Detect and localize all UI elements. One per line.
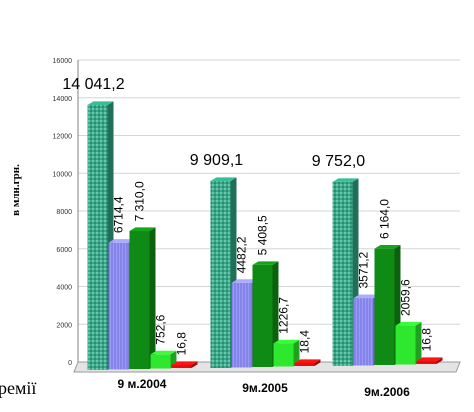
bar-series-3-2 [252,261,279,367]
y-tick-label-1: 2000 [56,322,72,329]
y-tick-label-2: 4000 [56,285,72,292]
bar-series-5-3 [416,357,443,364]
category-label-3: 9м.2006 [364,385,410,399]
data-label-series-4-3: 2059,6 [399,279,413,316]
bars [87,101,443,371]
data-label-series-1-2: 9 909,1 [190,152,243,169]
data-label-series-1-3: 9 752,0 [312,153,365,170]
y-tick-label-5: 10000 [53,171,73,178]
data-label-series-2-3: 3571,2 [357,251,371,288]
data-label-series-1-1: 14 041,2 [62,76,124,93]
data-label-series-4-1: 752,6 [154,314,168,344]
data-label-series-2-1: 6714,4 [112,196,126,233]
data-label-series-4-2: 1226,7 [277,297,291,334]
data-label-series-2-2: 4482,2 [235,236,249,273]
data-label-series-5-2: 18,4 [298,330,312,354]
bar-series-5-1 [171,361,198,368]
data-label-series-3-2: 5 408,5 [256,215,270,255]
y-tick-label-0: 0 [68,360,72,367]
data-label-series-5-1: 16,8 [175,332,189,356]
bar-series-4-3 [395,322,422,365]
y-tick-label-6: 12000 [53,134,73,141]
y-tick-label-7: 14000 [53,96,73,103]
category-label-2: 9м.2005 [242,381,288,395]
cropped-text-fragment: ремії [0,378,36,398]
bar-series-4-2 [273,339,300,367]
data-label-series-5-3: 16,8 [420,328,434,352]
y-tick-label-3: 6000 [56,247,72,254]
category-label-1: 9 м.2004 [118,377,167,391]
bar-series-5-2 [294,359,321,366]
data-label-series-3-3: 6 164,0 [378,199,392,239]
y-axis-label: в млн.грн. [10,164,22,216]
data-labels: 14 041,2 6714,4 7 310,0 752,6 16,8 9 м.2004 9 … [62,76,433,399]
y-tick-label-8: 16000 [53,58,73,65]
bar-series-3-1 [129,227,156,369]
data-label-series-3-1: 7 310,0 [133,181,147,221]
y-tick-label-4: 8000 [56,209,72,216]
